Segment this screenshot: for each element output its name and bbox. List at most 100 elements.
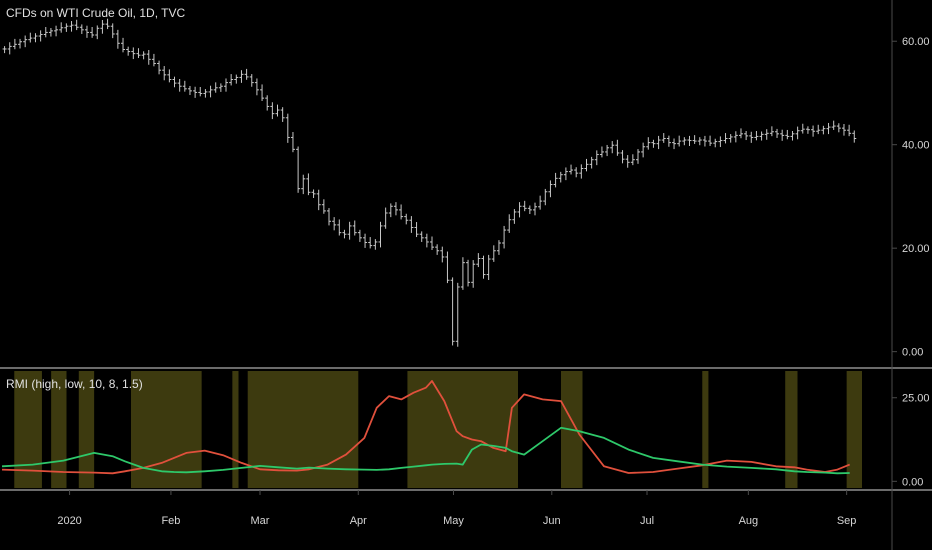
price-tick-label: 40.00 [902, 140, 930, 152]
ohlc-bar [553, 172, 558, 188]
ohlc-bar [697, 137, 702, 146]
ohlc-bar [682, 137, 687, 146]
ohlc-bar [450, 277, 455, 346]
ohlc-bar [527, 205, 532, 215]
rmi-pane-title: RMI (high, low, 10, 8, 1.5) [6, 377, 143, 391]
ohlc-bar [414, 222, 419, 238]
ohlc-bar [280, 107, 285, 122]
ohlc-bar [759, 131, 764, 141]
ohlc-bar [419, 231, 424, 242]
ohlc-bar [162, 66, 167, 81]
ohlc-bar [378, 221, 383, 248]
ohlc-bar [795, 126, 800, 140]
ohlc-bar [728, 134, 733, 143]
ohlc-bar [615, 139, 620, 156]
ohlc-bar [213, 82, 218, 93]
ohlc-bar [672, 138, 677, 150]
ohlc-bar [610, 141, 615, 154]
time-tick-label: May [443, 515, 464, 527]
ohlc-bar [481, 255, 486, 279]
ohlc-bar [491, 245, 496, 262]
rmi-pane[interactable]: RMI (high, low, 10, 8, 1.5) [1, 371, 862, 488]
ohlc-bar [296, 146, 301, 193]
ohlc-bar [435, 244, 440, 255]
ohlc-bar [110, 23, 115, 39]
ohlc-bar [821, 125, 826, 135]
ohlc-bar [167, 69, 172, 83]
ohlc-bar [687, 135, 692, 146]
ohlc-bar [409, 216, 414, 233]
ohlc-bar [275, 104, 280, 117]
ohlc-bar [599, 146, 604, 158]
ohlc-bar [692, 135, 697, 144]
ohlc-bar [388, 203, 393, 218]
ohlc-bar [836, 123, 841, 133]
ohlc-bar [677, 135, 682, 147]
ohlc-bar [332, 217, 337, 231]
ohlc-bar [754, 130, 759, 141]
ohlc-bar [466, 259, 471, 287]
ohlc-bar [666, 135, 671, 147]
ohlc-bar [471, 260, 476, 288]
ohlc-bar [558, 171, 563, 183]
ohlc-bar [749, 131, 754, 143]
price-axis[interactable]: 60.00 40.00 20.00 0.00 [892, 36, 930, 359]
rmi-lines [1, 380, 851, 475]
ohlc-bar [79, 24, 84, 34]
highlight-band-0 [14, 371, 42, 488]
ohlc-bar [641, 142, 646, 158]
ohlc-bar [69, 21, 74, 32]
highlight-band-1 [51, 371, 67, 488]
ohlc-bar [476, 253, 481, 268]
ohlc-bar [182, 80, 187, 92]
ohlc-bar [656, 135, 661, 150]
ohlc-bar [635, 149, 640, 164]
ohlc-bar [146, 50, 151, 65]
ohlc-bar [605, 144, 610, 157]
ohlc-bar [218, 83, 223, 92]
ohlc-bar [301, 174, 306, 195]
ohlc-bar [84, 25, 89, 38]
ohlc-bar [12, 38, 17, 50]
ohlc-bar [404, 213, 409, 225]
ohlc-bar [502, 225, 507, 249]
ohlc-bar [811, 125, 816, 137]
ohlc-bar [38, 30, 43, 42]
ohlc-bar [90, 26, 95, 38]
ohlc-bar [440, 246, 445, 263]
ohlc-bar [203, 89, 208, 98]
ohlc-bar [28, 32, 33, 43]
highlight-band-6 [407, 371, 518, 488]
highlight-band-4 [232, 371, 239, 488]
ohlc-bar [363, 233, 368, 248]
ohlc-bar [126, 46, 131, 56]
ohlc-bar [260, 84, 265, 101]
ohlc-bar [538, 195, 543, 210]
ohlc-bar [64, 23, 69, 32]
ohlc-bar [702, 135, 707, 147]
rmi-axis[interactable]: 25.00 0.00 [892, 393, 930, 489]
ohlc-bar [290, 132, 295, 153]
highlight-band-10 [846, 371, 862, 488]
ohlc-bar [131, 47, 136, 60]
ohlc-bar [18, 38, 23, 49]
ohlc-bar [316, 189, 321, 211]
ohlc-bar [764, 129, 769, 140]
ohlc-bar [347, 221, 352, 240]
ohlc-bar [826, 122, 831, 135]
ohlc-bar [574, 167, 579, 178]
ohlc-bar [393, 202, 398, 216]
time-tick-label: 2020 [57, 515, 81, 527]
ohlc-bar [775, 128, 780, 138]
price-pane[interactable]: CFDs on WTI Crude Oil, 1D, TVC [2, 6, 857, 347]
time-tick-label: Apr [350, 515, 367, 527]
time-axis[interactable]: 2020 Feb Mar Apr May Jun Jul Aug Sep [57, 490, 856, 527]
ohlc-bar [249, 74, 254, 87]
time-tick-label: Jun [543, 515, 561, 527]
ohlc-bar [59, 22, 64, 33]
highlight-band-8 [702, 371, 709, 488]
ohlc-bar [460, 257, 465, 290]
ohlc-bar [424, 233, 429, 248]
ohlc-bar [321, 199, 326, 214]
ohlc-bar [543, 188, 548, 206]
